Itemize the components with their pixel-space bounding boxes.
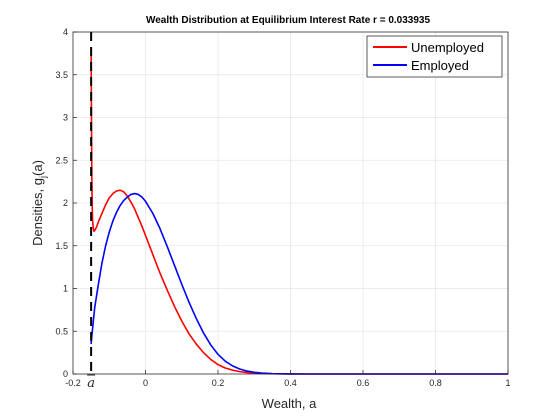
tick-labels: -0.2 0 0.2 0.4 0.6 0.8 100.511.522.533.54 xyxy=(55,27,510,388)
y-tick-label: 3.5 xyxy=(55,70,68,80)
x-tick-label: 0.4 xyxy=(284,378,297,388)
y-axis-label-tail: (a) xyxy=(30,160,45,176)
ticks xyxy=(72,31,509,375)
x-axis-label: Wealth, a xyxy=(262,396,317,411)
y-tick-label: 0.5 xyxy=(55,326,68,336)
y-tick-label: 2.5 xyxy=(55,155,68,165)
borrowing-limit-text: a xyxy=(87,376,95,391)
y-tick-label: 1.5 xyxy=(55,241,68,251)
y-axis-label-subscript: j xyxy=(38,176,48,179)
x-tick-label: 0.2 xyxy=(212,378,225,388)
x-tick-label: 0 xyxy=(143,378,148,388)
chart-title: Wealth Distribution at Equilibrium Inter… xyxy=(146,15,430,26)
legend-label-employed: Employed xyxy=(411,58,469,73)
x-tick-label: -0.2 xyxy=(65,378,81,388)
legend-label-unemployed: Unemployed xyxy=(411,40,484,55)
x-tick-label: 0.8 xyxy=(429,378,442,388)
y-axis-label: Densities, gj(a) xyxy=(30,160,48,246)
legend-box xyxy=(366,35,503,78)
y-tick-label: 4 xyxy=(63,27,68,37)
y-tick-label: 2 xyxy=(63,198,68,208)
legend: Unemployed Employed xyxy=(366,35,503,78)
y-tick-label: 0 xyxy=(63,369,68,379)
y-tick-label: 1 xyxy=(63,284,68,294)
y-tick-label: 3 xyxy=(63,113,68,123)
borrowing-limit-label: a xyxy=(87,374,96,391)
y-axis-label-main: Densities, g xyxy=(30,178,45,246)
x-tick-label: 0.6 xyxy=(357,378,370,388)
x-tick-label: 1 xyxy=(505,378,510,388)
svg-text:Densities, gj(a): Densities, gj(a) xyxy=(30,160,48,246)
